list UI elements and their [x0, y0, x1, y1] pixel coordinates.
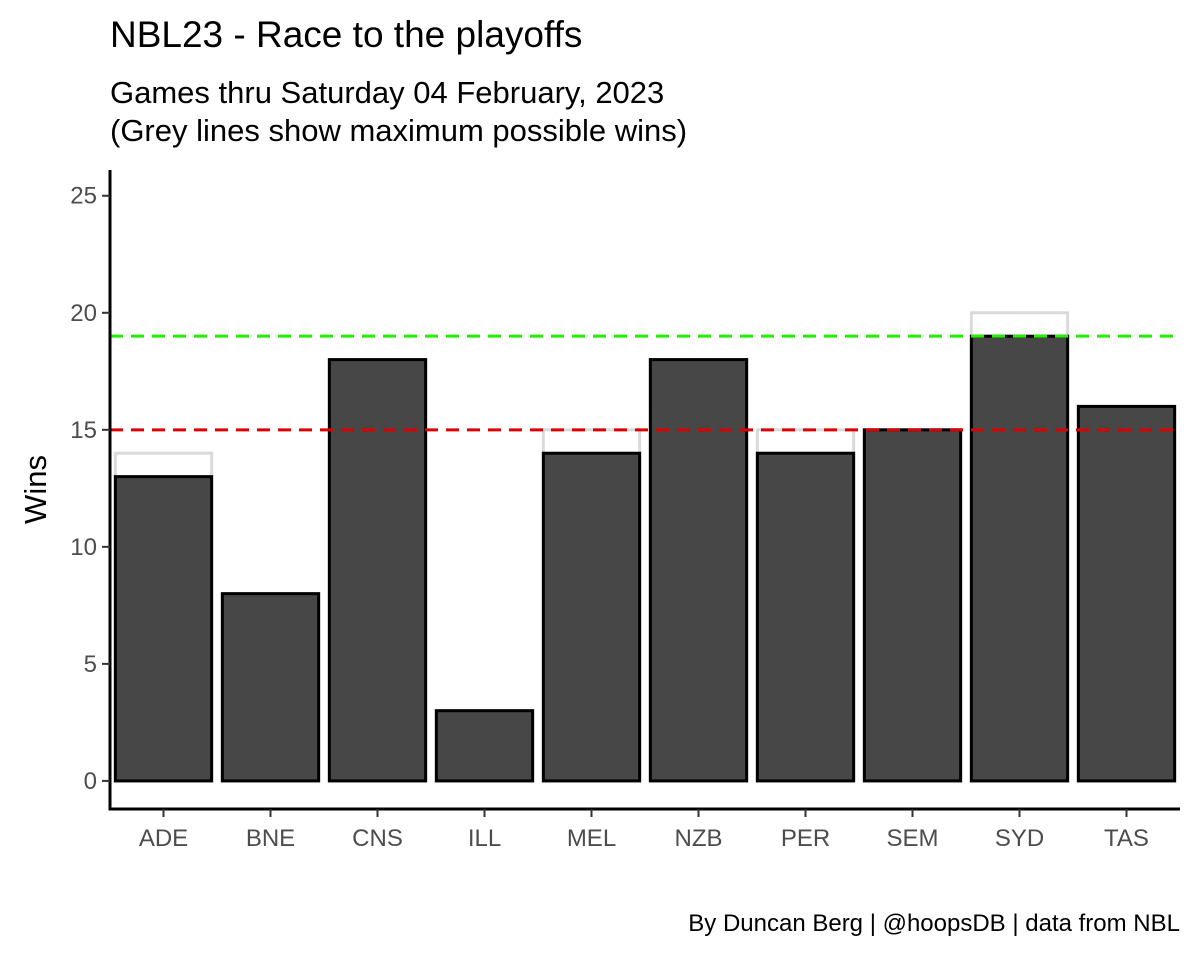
y-axis-title: Wins: [18, 455, 53, 524]
bar-bne: [220, 592, 321, 783]
subtitle-line-1: Games thru Saturday 04 February, 2023: [110, 75, 665, 110]
bar-tas: [1076, 404, 1177, 783]
bar-sem: [862, 428, 963, 783]
x-tick-label-ill: ILL: [468, 825, 501, 852]
bar-ade: [113, 475, 214, 783]
subtitle-line-2: (Grey lines show maximum possible wins): [110, 113, 688, 148]
x-tick-label-tas: TAS: [1104, 825, 1149, 852]
x-tick-label-syd: SYD: [995, 825, 1044, 852]
bar-ill: [434, 709, 535, 783]
chart-title: NBL23 - Race to the playoffs: [110, 14, 583, 55]
bar-cns: [327, 358, 428, 783]
bar-syd: [969, 334, 1070, 783]
bar-per: [755, 451, 856, 783]
y-tick-label-0: 0: [84, 768, 97, 795]
x-tick-label-ade: ADE: [139, 825, 188, 852]
y-tick-label-10: 10: [70, 534, 97, 561]
x-tick-label-per: PER: [781, 825, 830, 852]
chart-subtitle: Games thru Saturday 04 February, 2023 (G…: [110, 74, 687, 150]
bar-mel: [541, 451, 642, 783]
bar-chart: 0 5 10 15 20 25 ADE BNE CNS ILL MEL NZB PER SEM SYD TAS…: [18, 170, 1180, 852]
y-tick-label-5: 5: [84, 651, 97, 678]
x-tick-label-mel: MEL: [567, 825, 616, 852]
y-tick-label-15: 15: [70, 417, 97, 444]
chart-caption: By Duncan Berg | @hoopsDB | data from NB…: [688, 910, 1180, 937]
y-tick-label-20: 20: [70, 300, 97, 327]
x-tick-label-nzb: NZB: [675, 825, 723, 852]
y-tick-label-25: 25: [70, 183, 97, 210]
bar-nzb: [648, 358, 749, 783]
x-tick-label-sem: SEM: [886, 825, 938, 852]
x-tick-label-cns: CNS: [352, 825, 403, 852]
x-tick-label-bne: BNE: [246, 825, 295, 852]
